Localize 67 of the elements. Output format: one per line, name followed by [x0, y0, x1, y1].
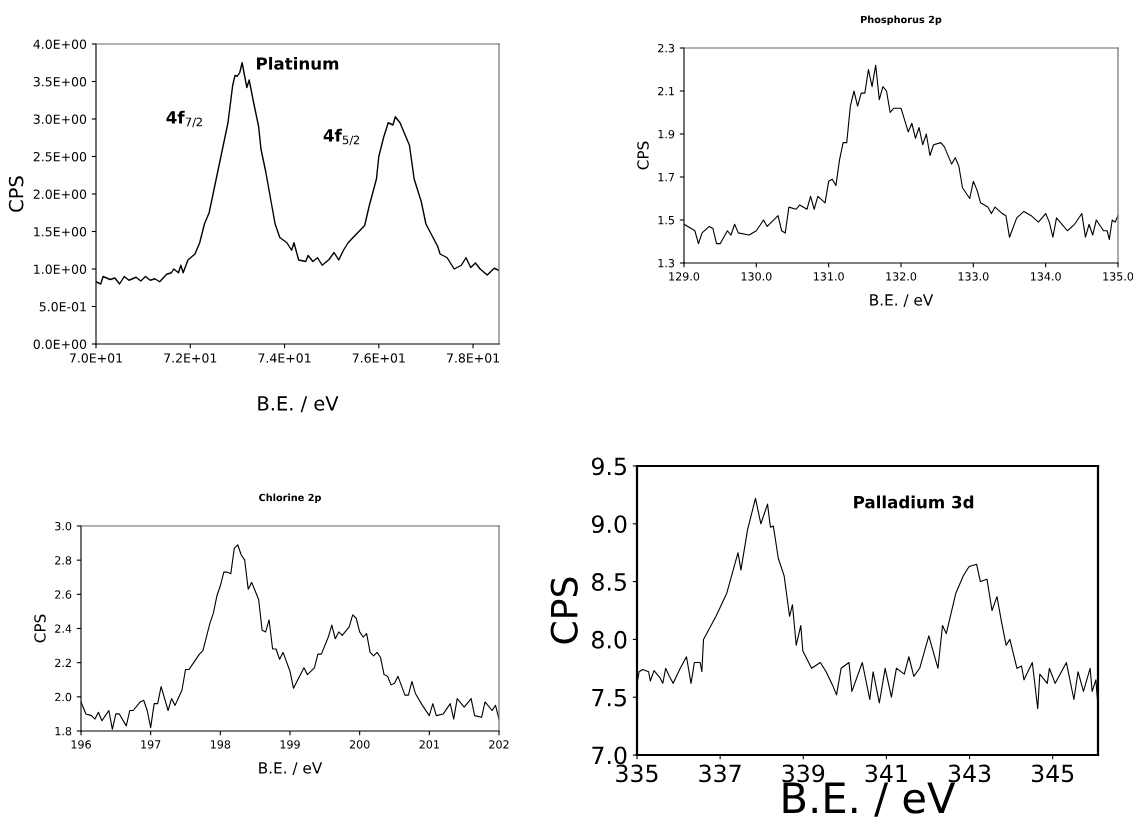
annotation: 4f$_{7/2}$ [166, 110, 202, 128]
x-tick-label: 7.0E+01 [69, 353, 122, 363]
y-tick-label: 1.5E+00 [34, 226, 87, 237]
x-tick-label: 7.8E+01 [447, 353, 499, 363]
x-tick-label: 135.0 [1103, 272, 1133, 281]
x-tick-label: 130.0 [741, 272, 772, 281]
y-tick-label: 7.5 [592, 688, 626, 707]
x-tick-label: 129.0 [669, 272, 700, 281]
y-tick-label: 5.0E-01 [39, 301, 86, 312]
y-tick-label: 1.9 [658, 129, 675, 139]
y-tick-label: 7.0 [592, 746, 627, 765]
x-axis-title: B.E. / eV [870, 294, 934, 307]
x-tick-label: 201 [419, 740, 439, 749]
y-tick-label: 0.0E+00 [33, 339, 87, 349]
y-tick-label: 1.7 [658, 173, 675, 182]
x-tick-label: 134.0 [1030, 272, 1061, 281]
y-tick-label: 1.8 [55, 726, 72, 736]
y-tick-label: 2.5E+00 [33, 151, 87, 162]
annotation: 4f$_{5/2}$ [323, 128, 360, 146]
x-tick-label: 198 [210, 740, 231, 749]
y-tick-label: 2.2 [55, 658, 71, 667]
x-tick-label: 343 [948, 764, 991, 783]
y-axis-title: CPS [34, 614, 46, 643]
x-tick-label: 133.0 [958, 272, 989, 281]
x-tick-label: 335 [616, 764, 658, 783]
y-tick-label: 1.5 [658, 216, 674, 225]
y-tick-label: 2.8 [55, 556, 72, 565]
y-tick-label: 8.5 [592, 573, 626, 591]
x-axis-title: B.E. / eV [259, 762, 323, 775]
text: Platinum [257, 56, 339, 70]
x-tick-label: 341 [865, 764, 907, 783]
y-axis-title: CPS [637, 141, 649, 170]
x-tick-label: 197 [141, 740, 161, 749]
y-tick-label: 4.0E+00 [33, 39, 87, 49]
y-tick-label: 8.0 [592, 630, 627, 649]
y-tick-label: 2.0E+00 [33, 189, 87, 199]
y-tick-label: 1.3 [658, 258, 675, 268]
x-tick-label: 7.2E+01 [164, 353, 217, 363]
y-axis-title: CPS [550, 577, 578, 644]
y-tick-label: 3.0E+00 [33, 114, 87, 124]
y-tick-label: 9.0 [591, 515, 627, 534]
y-tick-label: 2.4 [55, 624, 72, 633]
x-tick-label: 131.0 [813, 272, 844, 281]
y-tick-label: 2.1 [658, 86, 674, 96]
chart-title: Chlorine 2p [259, 493, 321, 504]
x-tick-label: 337 [699, 764, 741, 783]
x-tick-label: 345 [1031, 764, 1074, 783]
x-tick-label: 202 [489, 740, 509, 749]
x-tick-label: 199 [280, 740, 300, 749]
x-tick-label: 7.4E+01 [258, 353, 311, 363]
y-tick-label: 3.5E+00 [33, 76, 87, 87]
y-tick-label: 2.0 [55, 692, 72, 702]
x-tick-label: 196 [71, 740, 91, 749]
y-tick-label: 2.3 [658, 43, 675, 53]
chart-title: Phosphorus 2p [861, 15, 942, 26]
x-axis-title: B.E. / eV [783, 782, 956, 817]
x-tick-label: 7.6E+01 [352, 353, 405, 363]
x-tick-label: 339 [782, 764, 825, 783]
y-tick-label: 1.0E+00 [34, 264, 87, 274]
y-tick-label: 2.6 [55, 590, 72, 599]
text: Palladium 3d [854, 495, 974, 509]
x-tick-label: 132.0 [886, 272, 917, 281]
y-tick-label: 3.0 [55, 521, 72, 531]
y-tick-label: 9.5 [591, 457, 626, 476]
x-axis-title: B.E. / eV [258, 396, 339, 413]
x-tick-label: 200 [349, 740, 370, 749]
y-axis-title: CPS [8, 176, 24, 212]
